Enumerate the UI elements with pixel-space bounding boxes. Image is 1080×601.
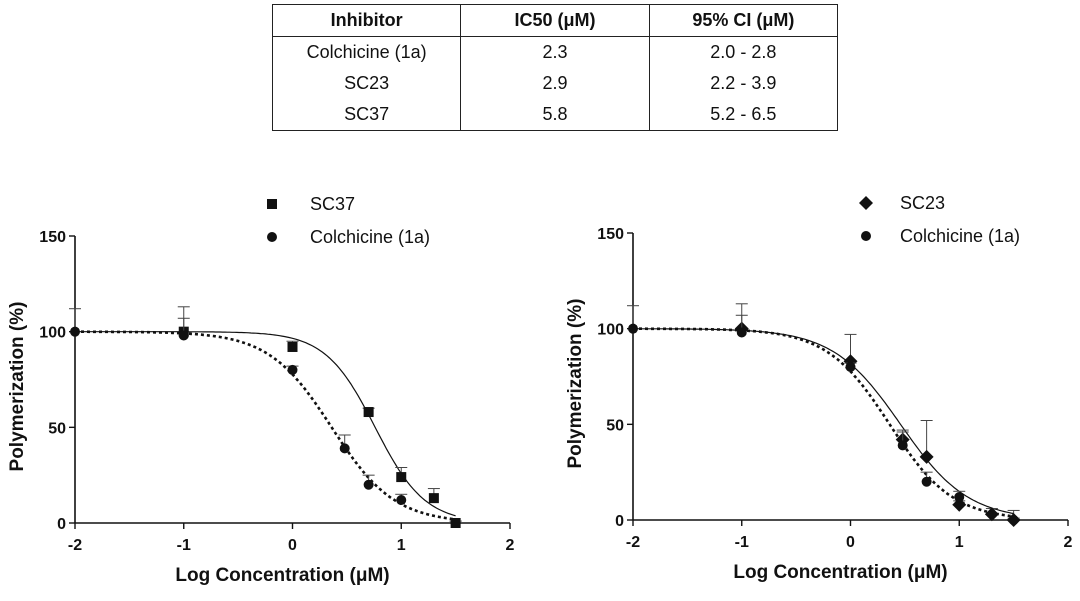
legend-marker — [859, 196, 873, 210]
x-axis-label: Log Concentration (μM) — [175, 565, 389, 586]
legend-label: SC23 — [900, 193, 945, 213]
y-tick-label: 150 — [597, 226, 624, 243]
table-cell: 2.2 - 3.9 — [648, 68, 839, 99]
x-tick-label: 0 — [288, 537, 297, 554]
fit-curve-square — [75, 331, 456, 517]
y-tick-label: 50 — [606, 417, 624, 434]
x-axis-label: Log Concentration (μM) — [733, 562, 947, 583]
data-point — [450, 518, 461, 528]
table-row: SC23 2.9 2.2 - 3.9 — [271, 68, 839, 99]
y-tick-label: 150 — [39, 229, 66, 246]
data-point — [954, 492, 965, 503]
data-point — [363, 479, 374, 490]
legend-marker — [861, 231, 871, 241]
data-point — [952, 497, 967, 512]
x-tick-label: 2 — [1064, 534, 1073, 551]
y-tick-label: 100 — [597, 322, 624, 339]
chart-panel-2: -2 -1 0 1 2 0 50 100 150 Log Concentration (μM) Po… — [565, 193, 1073, 583]
data-point — [70, 326, 80, 337]
table-cell: 5.2 - 6.5 — [648, 99, 839, 131]
column-header-inhibitor: Inhibitor — [271, 4, 462, 37]
x-tick-label: 0 — [846, 534, 855, 551]
y-tick-label: 0 — [615, 513, 624, 530]
x-tick-label: -1 — [177, 537, 191, 554]
y-tick-label: 100 — [39, 325, 66, 342]
data-point — [736, 327, 747, 338]
legend-label: SC37 — [310, 194, 355, 214]
data-point — [628, 323, 638, 334]
data-point — [396, 472, 407, 483]
data-point — [1008, 515, 1019, 525]
y-axis-label: Polymerization (%) — [565, 299, 586, 469]
table-header-row: Inhibitor IC50 (μM) 95% CI (μM) — [271, 4, 839, 37]
data-point — [845, 361, 856, 372]
legend-label: Colchicine (1a) — [900, 226, 1020, 246]
data-point — [919, 449, 934, 464]
fit-curve-circle — [75, 330, 456, 521]
ic50-table: Inhibitor IC50 (μM) 95% CI (μM) Colchici… — [271, 4, 839, 131]
data-point — [396, 495, 407, 506]
data-point — [287, 364, 298, 375]
x-tick-label: -2 — [68, 537, 82, 554]
table-cell: 2.0 - 2.8 — [648, 36, 839, 68]
y-tick-label: 50 — [48, 420, 66, 437]
fit-curve-diamond — [633, 328, 1014, 515]
y-axis-label: Polymerization (%) — [7, 302, 28, 472]
table-cell: 2.3 — [460, 36, 650, 68]
data-point — [287, 341, 298, 352]
data-point — [897, 440, 908, 451]
fit-curve-circle — [633, 327, 1014, 518]
data-point — [178, 330, 189, 341]
data-point — [428, 493, 439, 504]
table-cell: 5.8 — [460, 99, 650, 131]
table-cell: SC23 — [271, 68, 462, 99]
column-header-ic50: IC50 (μM) — [460, 4, 650, 37]
data-point — [339, 443, 350, 454]
table-row: Colchicine (1a) 2.3 2.0 - 2.8 — [271, 36, 839, 68]
data-point — [363, 407, 374, 418]
y-tick-label: 0 — [57, 516, 66, 533]
x-tick-label: 1 — [397, 537, 406, 554]
table-cell: Colchicine (1a) — [271, 36, 462, 68]
table-cell: SC37 — [271, 99, 462, 131]
data-point — [921, 476, 932, 487]
legend-marker — [267, 199, 277, 209]
table-row: SC37 5.8 5.2 - 6.5 — [271, 99, 839, 131]
legend-label: Colchicine (1a) — [310, 227, 430, 247]
legend-marker — [267, 232, 277, 242]
column-header-ci: 95% CI (μM) — [648, 4, 839, 37]
x-tick-label: -2 — [626, 534, 640, 551]
x-tick-label: -1 — [735, 534, 749, 551]
x-tick-label: 2 — [506, 537, 515, 554]
data-point — [984, 507, 999, 522]
chart-panel-1: -2 -1 0 1 2 0 50 100 150 Log Concentration (μM) Po… — [7, 194, 515, 586]
x-tick-label: 1 — [955, 534, 964, 551]
table-cell: 2.9 — [460, 68, 650, 99]
